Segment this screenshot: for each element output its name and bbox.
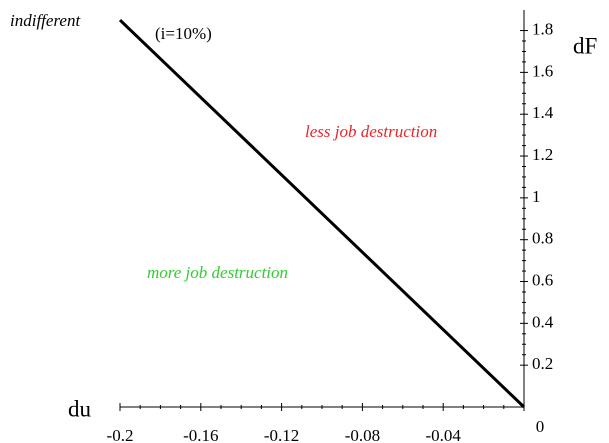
x-tick-label: 0 [536, 417, 545, 436]
y-tick-label: 1 [532, 187, 541, 206]
y-axis-label: dF [573, 33, 597, 58]
y-tick-label: 0.4 [532, 312, 554, 331]
x-tick-label: -0.04 [425, 426, 461, 443]
x-tick-label: -0.2 [107, 426, 134, 443]
y-tick-label: 1.4 [532, 103, 554, 122]
line [118, 19, 526, 409]
y-tick-label: 0.6 [532, 270, 553, 289]
y-tick-label: 1.6 [532, 61, 553, 80]
annotation: (i=10%) [155, 24, 212, 43]
series-label: indifferent [10, 11, 81, 30]
x-tick-label: -0.08 [345, 426, 380, 443]
x-tick-label: -0.16 [183, 426, 218, 443]
x-axis-label: du [68, 396, 92, 421]
annotation: less job destruction [305, 122, 437, 141]
y-tick-label: 0.8 [532, 229, 553, 248]
x-tick-label: -0.12 [264, 426, 299, 443]
y-tick-label: 1.8 [532, 19, 553, 38]
y-tick-label: 1.2 [532, 145, 553, 164]
y-tick-label: 0.2 [532, 354, 553, 373]
annotation: more job destruction [147, 263, 288, 282]
